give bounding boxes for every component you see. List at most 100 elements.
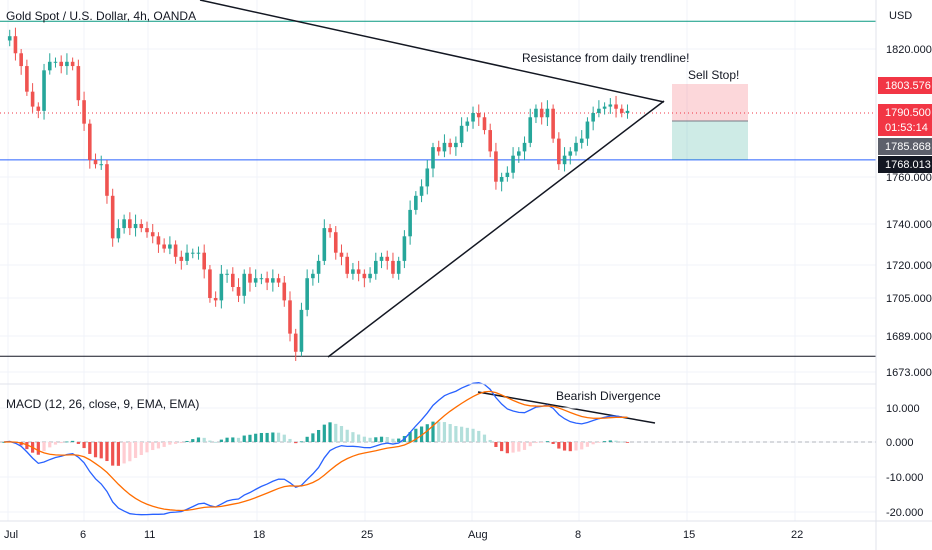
x-tick-label: 25: [361, 529, 373, 541]
candle-body: [242, 273, 247, 296]
macd-histogram-bar: [71, 440, 75, 442]
candle-body: [322, 228, 327, 261]
macd-histogram-bar: [116, 442, 120, 466]
macd-histogram-bar: [414, 428, 418, 442]
macd-histogram-bar: [540, 442, 544, 443]
macd-histogram-bar: [299, 441, 304, 443]
levels: [0, 20, 876, 357]
candle-body: [499, 177, 504, 182]
macd-histogram-bar: [374, 437, 378, 442]
candle-body: [333, 232, 338, 253]
macd-histogram-bar: [465, 427, 469, 442]
price-tag-last-text: 1790.500: [885, 107, 931, 119]
candle-body: [431, 147, 435, 169]
candle-body: [539, 108, 544, 118]
candle-body: [625, 110, 630, 113]
candle-body: [202, 252, 206, 270]
candle-body: [494, 151, 498, 182]
macd-histogram-bar: [620, 441, 624, 443]
macd-histogram-bar: [585, 442, 590, 447]
macd-histogram-bar: [608, 440, 612, 442]
macd-histogram-bar: [111, 442, 115, 466]
macd-histogram-bar: [528, 442, 532, 447]
macd-histogram-bar: [505, 442, 509, 454]
macd-histogram-bar: [597, 442, 601, 443]
macd-histogram-bar: [2, 442, 6, 443]
macd-histogram-bar: [425, 424, 429, 442]
candle-body: [288, 300, 292, 334]
macd-histogram-bar: [174, 442, 178, 444]
price-tag-target-text: 1785.868: [885, 141, 931, 153]
candle-body: [110, 195, 115, 239]
candle-body: [402, 236, 407, 261]
candle-body: [574, 142, 578, 152]
candle-body: [99, 164, 104, 166]
position-box[interactable]: [672, 84, 748, 160]
macd-histogram-bar: [179, 442, 183, 444]
macd-histogram-bar: [236, 437, 241, 442]
macd-histogram-bar: [460, 426, 464, 442]
candle-body: [328, 228, 332, 233]
macd-histogram-bar: [603, 441, 607, 442]
candle-body: [442, 142, 447, 152]
macd-histogram-bar: [397, 438, 401, 442]
macd-histogram-bar: [231, 437, 235, 442]
resistance-annotation: Resistance from daily trendline!: [522, 51, 689, 65]
candle-body: [608, 104, 613, 107]
macd-histogram-bar: [500, 442, 504, 452]
stop-zone: [672, 84, 748, 121]
macd-histogram-bar: [208, 440, 212, 442]
y-tick-label: 1705.000: [886, 293, 932, 305]
candle-body: [345, 256, 349, 274]
macd-histogram-bar: [379, 436, 384, 442]
macd-histogram-bar: [568, 442, 572, 452]
candle-body: [185, 252, 189, 261]
macd-histogram-bar: [82, 442, 86, 449]
macd-line: [3, 382, 628, 516]
macd-histogram-bar: [99, 442, 103, 459]
macd-histogram-bar: [191, 439, 195, 442]
candle-body: [82, 100, 86, 124]
macd-histogram-bar: [385, 436, 389, 442]
candle-body: [150, 232, 155, 237]
candle-body: [133, 224, 138, 229]
macd-histogram-bar: [122, 442, 126, 464]
candle-body: [36, 106, 41, 111]
candle-body: [482, 117, 487, 131]
macd-histogram-bar: [42, 442, 46, 452]
price-tag-target: 1785.868: [878, 138, 932, 155]
candle-body: [196, 252, 201, 254]
macd-histogram-bar: [580, 442, 584, 450]
candle-body: [65, 61, 69, 67]
macd-histogram-bar: [48, 442, 52, 448]
sell-stop-annotation: Sell Stop!: [688, 68, 739, 82]
countdown-text: 01:53:14: [885, 122, 928, 134]
macd-histogram-bar: [437, 421, 441, 442]
macd-histogram-bar: [557, 442, 561, 449]
macd-histogram-bar: [53, 442, 58, 445]
candle-body: [179, 256, 184, 261]
x-tick-label: 6: [80, 529, 86, 541]
candle-body: [591, 113, 595, 122]
price-tag-last: 1790.500 01:53:14: [878, 104, 932, 136]
candle-body: [282, 282, 287, 301]
candle-body: [351, 269, 355, 274]
axes: 1820.000 1760.000 1740.000 1720.000 1705.000…: [4, 44, 932, 541]
macd-histogram-bar: [288, 438, 292, 442]
macd-histogram-bar: [219, 439, 223, 442]
candle-body: [70, 61, 75, 67]
macd-histogram-bar: [545, 441, 549, 442]
candle-body: [305, 278, 309, 310]
macd-histogram-bar: [248, 434, 252, 442]
macd-histogram-bar: [162, 442, 166, 447]
macd-histogram-bar: [431, 421, 435, 442]
candle-body: [356, 269, 361, 274]
price-tag-sell-stop: 1803.576: [878, 77, 932, 94]
candle-body: [293, 333, 298, 352]
macd-histogram-bar: [202, 437, 206, 442]
macd-histogram-bar: [482, 434, 487, 442]
candle-body: [190, 252, 195, 254]
candle-body: [248, 273, 252, 283]
candle-body: [517, 151, 521, 156]
